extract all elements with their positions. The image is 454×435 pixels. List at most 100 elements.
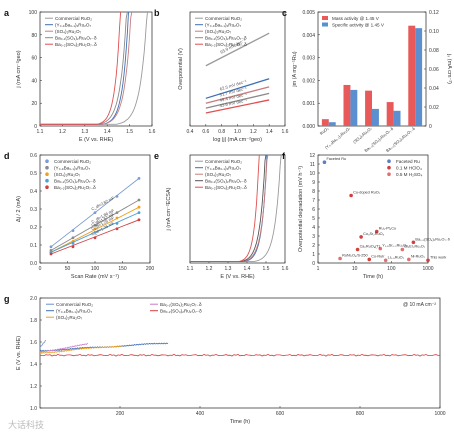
legend-label: (Y₀.₉Ba₀.₁)₂Ru₂O₇ bbox=[54, 166, 90, 171]
y-tick-label: 4 bbox=[312, 225, 315, 231]
legend-label: (SO₄)₂Ru₂O₇ bbox=[54, 172, 81, 177]
y-tick-label: 0.04 bbox=[429, 86, 439, 92]
point-label: Co-RuIr bbox=[371, 254, 385, 258]
data-point bbox=[71, 229, 75, 233]
panel-letter-b: b bbox=[154, 8, 160, 18]
y-tick-label: 8 bbox=[312, 189, 315, 195]
y-tick-label: 60 bbox=[31, 56, 37, 62]
bar-specific bbox=[415, 28, 423, 126]
point-label: Ru₁-Pt₃Cu bbox=[379, 227, 396, 231]
x-tick-label: 0.8 bbox=[218, 129, 225, 135]
bar-specific bbox=[350, 89, 358, 126]
point-label: RuNi₂O₆/S-250 bbox=[342, 254, 368, 258]
x-tick-label: 1000 bbox=[422, 266, 433, 272]
x-tick-label: 1.4 bbox=[244, 266, 251, 272]
x-tick-label: 1000 bbox=[434, 411, 445, 417]
legend-marker bbox=[387, 165, 391, 170]
legend-label: Ba₀.₁(SO₄)₂Ru₂O₇₋δ bbox=[205, 179, 247, 184]
panel-a-frame bbox=[39, 11, 153, 127]
data-point bbox=[93, 231, 97, 234]
legend-label: 0.1 M HClO₄ bbox=[396, 166, 422, 171]
y-tick-label: 0.003 bbox=[302, 56, 315, 62]
scatter-point bbox=[355, 247, 360, 252]
y-tick-label: 1.6 bbox=[30, 340, 37, 346]
legend-marker bbox=[45, 172, 49, 176]
x-tick-label: 0 bbox=[39, 266, 42, 272]
legend-swatch bbox=[322, 16, 328, 20]
y-tick-label: 0.001 bbox=[302, 101, 315, 107]
y-tick-label: 11 bbox=[310, 162, 315, 168]
y-tick-label: 100 bbox=[29, 10, 38, 16]
legend-label: Commercial RuO₂ bbox=[55, 16, 92, 21]
series-line bbox=[205, 78, 270, 99]
y-tick-label: 40 bbox=[31, 78, 37, 84]
x-tick-label: 1.6 bbox=[282, 129, 289, 135]
scatter-point bbox=[359, 235, 363, 239]
y-axis-label: Overpotential degradation (mV h⁻¹) bbox=[298, 166, 304, 252]
legend-label: (SO₄)₂Ru₂O₇ bbox=[55, 29, 82, 34]
panel-letter-c: c bbox=[282, 8, 287, 18]
x-tick-label: 1.6 bbox=[282, 266, 289, 272]
y-tick-label: 9 bbox=[312, 180, 315, 186]
legend-label: Mass activity @ 1.45 V bbox=[332, 16, 380, 21]
y-tick-label: 1.4 bbox=[30, 362, 37, 368]
y-tick-label: 0.1 bbox=[30, 243, 37, 249]
y-tick-label: 2 bbox=[312, 243, 315, 249]
series-line bbox=[40, 11, 128, 125]
x-tick-label: 1.5 bbox=[263, 266, 270, 272]
data-point bbox=[49, 252, 53, 256]
legend-label: Commercial RuO₂ bbox=[205, 159, 242, 164]
legend-label: Commercial RuO₂ bbox=[56, 302, 93, 307]
legend-label: (SO₄)₂Ru₂O₇ bbox=[205, 172, 232, 177]
y-tick-label: 6 bbox=[312, 207, 315, 213]
x-tick-label: 1.5 bbox=[126, 129, 133, 135]
legend-label: Ba₀.₂(SO₄)₂Ru₂O₇₋δ bbox=[55, 42, 97, 47]
scatter-point bbox=[338, 256, 342, 261]
x-tick-label: 1.2 bbox=[206, 266, 213, 272]
bar-mass bbox=[386, 102, 394, 126]
y-axis-label: j (mA cm⁻²geo) bbox=[16, 50, 22, 88]
y-tick-label: 0.3 bbox=[30, 207, 37, 213]
data-point bbox=[137, 198, 141, 202]
data-point bbox=[115, 227, 119, 231]
y-tick-label: 3 bbox=[312, 234, 315, 240]
x-tick-label: 0.4 bbox=[187, 129, 194, 135]
legend-label: (Y₀.₉Ba₀.₁)₂Ru₂O₇ bbox=[55, 23, 91, 28]
x-tick-label: 1.1 bbox=[187, 266, 194, 272]
bar-mass bbox=[408, 25, 416, 126]
bar-specific bbox=[372, 108, 379, 126]
x-tick-label: 1.6 bbox=[149, 129, 156, 135]
x-axis-label: E (V vs. RHE) bbox=[79, 137, 113, 143]
y-axis-label: jm (A mg⁻¹Ru) bbox=[292, 51, 298, 87]
bar-mass bbox=[343, 84, 351, 126]
data-point bbox=[71, 241, 75, 245]
y-tick-label: 0.005 bbox=[302, 10, 315, 16]
y2-axis-label: jₛ (mA cm⁻²) bbox=[446, 53, 452, 84]
stability-line bbox=[39, 353, 441, 357]
category-label: RuO₂ bbox=[319, 126, 330, 136]
legend-label: Commercial RuO₂ bbox=[205, 16, 242, 21]
legend-marker bbox=[45, 185, 49, 189]
x-tick-label: 400 bbox=[196, 411, 205, 417]
y-tick-label: 1.0 bbox=[30, 406, 37, 412]
y-tick-label: 2.0 bbox=[30, 296, 37, 302]
y-axis-label: E (V vs. RHE) bbox=[16, 336, 22, 370]
y-tick-label: 0.002 bbox=[302, 78, 315, 84]
x-tick-label: 1.3 bbox=[81, 129, 88, 135]
series-line bbox=[40, 11, 130, 125]
slope-label: 49.4 mV dec⁻¹ bbox=[219, 92, 248, 103]
legend-label: Ba₀.₂(SO₄)₂Ru₂O₇₋δ bbox=[160, 309, 202, 314]
legend-swatch bbox=[322, 22, 328, 27]
point-label: Cu-doped RuO₂ bbox=[353, 191, 381, 195]
point-label: Ca₂RuO₄(T) bbox=[360, 245, 381, 249]
point-label: Co₃Sr₂RuO₆ bbox=[363, 232, 384, 236]
x-tick-label: 50 bbox=[65, 266, 71, 272]
legend-label: Faceted Ru bbox=[396, 159, 420, 164]
legend-marker bbox=[45, 159, 49, 163]
point-label: Li₀.₅RuO₂ bbox=[388, 255, 405, 259]
legend-label: Specific activity @ 1.45 V bbox=[332, 23, 385, 28]
y-tick-label: 0.06 bbox=[429, 67, 439, 73]
data-point bbox=[137, 177, 141, 180]
y-tick-label: 10 bbox=[309, 171, 315, 177]
